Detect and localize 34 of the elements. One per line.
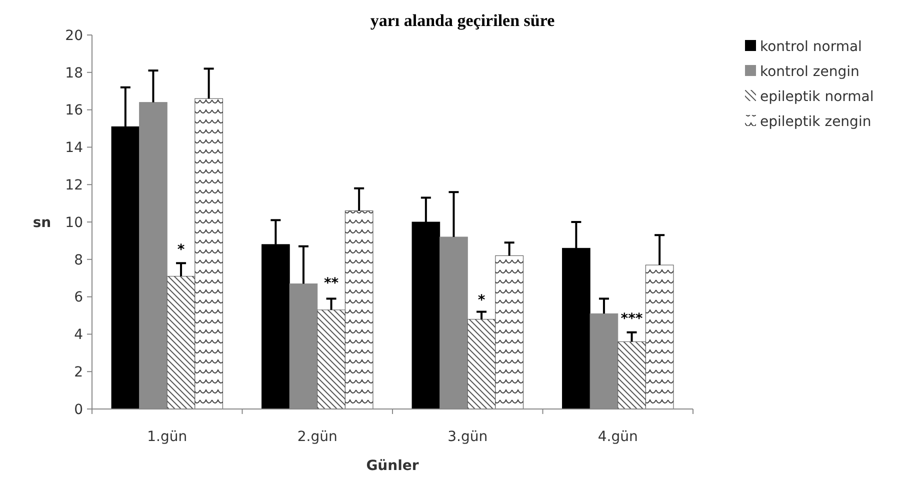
y-tick-label: 10 — [65, 214, 83, 231]
bar — [618, 341, 646, 410]
y-tick-label: 6 — [74, 290, 84, 306]
y-tick-label: 0 — [74, 402, 83, 418]
y-tick-label: 8 — [74, 252, 83, 268]
y-tick-label: 18 — [65, 65, 83, 82]
y-tick-label: 16 — [65, 102, 84, 119]
legend-label: epileptik zengin — [760, 114, 872, 130]
bar — [495, 255, 524, 410]
bar — [344, 210, 374, 410]
bar — [166, 276, 196, 410]
legend-label: kontrol normal — [760, 38, 862, 55]
y-tick-label: 12 — [65, 178, 83, 194]
legend-label: epileptik normal — [760, 88, 874, 105]
annotation: *** — [620, 310, 644, 327]
chart-title: yarı alanda geçirilen süre — [370, 11, 556, 30]
bar — [467, 318, 496, 410]
annotation: ** — [324, 275, 340, 292]
annotation: * — [177, 242, 186, 258]
bar — [645, 264, 674, 410]
bar — [317, 310, 346, 410]
x-tick-label: 2.gün — [297, 429, 338, 445]
x-tick-label: 4.gün — [598, 429, 638, 445]
x-axis-title: Günler — [366, 458, 419, 474]
y-tick-label: 2 — [74, 364, 83, 380]
y-tick-label: 14 — [65, 140, 84, 156]
y-axis-title: sn — [32, 214, 52, 231]
y-tick-label: 20 — [65, 28, 83, 44]
annotation: * — [478, 292, 486, 308]
bar — [194, 98, 223, 410]
x-tick-label: 1.gün — [147, 429, 188, 445]
x-tick-label: 3.gün — [448, 429, 488, 445]
y-tick-label: 4 — [74, 327, 84, 344]
legend-label: kontrol zengin — [760, 64, 860, 80]
